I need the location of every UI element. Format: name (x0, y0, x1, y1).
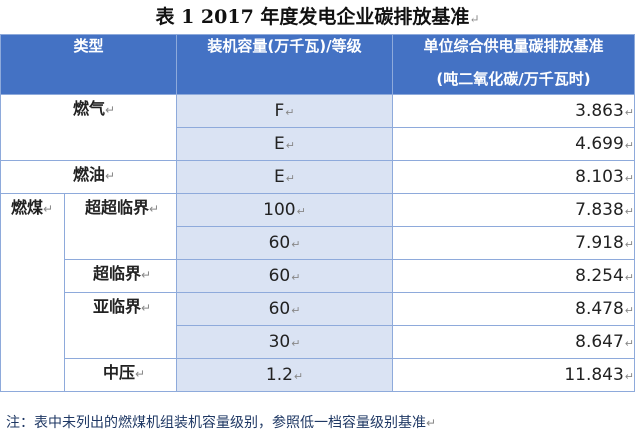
benchmark-value: 11.843 (564, 365, 624, 385)
category-subcritical: 亚临界↵ (63, 292, 178, 359)
capacity-value: 60 (268, 299, 291, 319)
header-type-label: 类型 (73, 37, 104, 55)
category-medium-pressure: 中压↵ (63, 358, 178, 392)
table-header-row: 类型 装机容量(万千瓦)/等级 单位综合供电量碳排放基准 (吨二氧化碳/万千瓦时… (0, 34, 635, 95)
capacity-cell: E↵ (176, 127, 394, 161)
paragraph-mark-icon: ↵ (293, 370, 304, 383)
benchmark-cell: 8.647↵ (392, 325, 635, 359)
table-title-text: 表 1 2017 年度发电企业碳排放基准 (155, 6, 470, 28)
paragraph-mark-icon: ↵ (285, 172, 295, 185)
capacity-value: 100 (263, 200, 296, 220)
capacity-value: 1.2 (265, 365, 293, 385)
capacity-cell: 100↵ (176, 193, 394, 227)
benchmark-cell: 8.254↵ (392, 259, 635, 293)
category-subcritical-label: 亚临界 (93, 297, 142, 316)
category-oil: 燃油↵ (0, 160, 178, 194)
table-row: 30↵ 8.647↵ (1, 325, 635, 359)
header-benchmark: 单位综合供电量碳排放基准 (吨二氧化碳/万千瓦时) (392, 34, 635, 95)
benchmark-cell: 7.918↵ (392, 226, 635, 260)
benchmark-value: 8.103 (575, 167, 624, 187)
table-row: 燃油↵ E↵ 8.103↵ (0, 160, 635, 194)
table-row: 中压↵ 1.2↵ 11.843↵ (1, 358, 635, 392)
table-row: 燃气↵ F↵ 3.863↵ (0, 94, 635, 161)
table-row: E↵ 4.699↵ (1, 127, 635, 161)
category-gas: 燃气↵ (0, 94, 178, 161)
benchmark-value: 3.863 (575, 101, 624, 121)
benchmark-cell: 4.699↵ (392, 127, 635, 161)
category-coal-label: 燃煤 (11, 198, 44, 217)
benchmark-cell: 8.103↵ (392, 160, 635, 194)
paragraph-mark-icon: ↵ (624, 271, 635, 284)
capacity-value: E (274, 167, 285, 187)
paragraph-mark-icon: ↵ (624, 337, 635, 350)
header-capacity-label: 装机容量(万千瓦)/等级 (207, 37, 362, 55)
paragraph-mark-icon: ↵ (135, 367, 146, 381)
capacity-cell: 60↵ (176, 226, 394, 260)
header-benchmark-label: 单位综合供电量碳排放基准 (423, 37, 604, 55)
benchmark-cell: 3.863↵ (392, 94, 635, 128)
header-benchmark-unit: (吨二氧化碳/万千瓦时) (436, 70, 591, 88)
paragraph-mark-icon: ↵ (285, 139, 295, 152)
capacity-value: E (274, 134, 285, 154)
benchmark-value: 7.918 (575, 233, 624, 253)
paragraph-mark-icon: ↵ (624, 238, 635, 251)
paragraph-mark-icon: ↵ (624, 106, 635, 119)
paragraph-mark-icon: ↵ (291, 238, 301, 251)
paragraph-mark-icon: ↵ (624, 370, 635, 383)
benchmark-cell: 8.478↵ (392, 292, 635, 326)
paragraph-mark-icon: ↵ (624, 205, 635, 218)
capacity-value: 30 (268, 332, 291, 352)
capacity-cell: 60↵ (176, 292, 394, 326)
category-ultra-supercritical-label: 超超临界 (85, 198, 150, 217)
paragraph-mark-icon: ↵ (291, 337, 301, 350)
benchmark-value: 8.647 (575, 332, 624, 352)
category-gas-label: 燃气 (73, 99, 106, 118)
paragraph-mark-icon: ↵ (43, 202, 54, 216)
benchmark-value: 7.838 (575, 200, 624, 220)
footnote-text: 注：表中未列出的燃煤机组装机容量级别，参照低一档容量级别基准 (6, 415, 426, 431)
benchmark-cell: 7.838↵ (392, 193, 635, 227)
paragraph-mark-icon: ↵ (469, 12, 480, 26)
category-ultra-supercritical: 超超临界↵ (63, 193, 178, 260)
paragraph-mark-icon: ↵ (624, 139, 635, 152)
paragraph-mark-icon: ↵ (291, 304, 301, 317)
category-supercritical-label: 超临界 (93, 264, 142, 283)
paragraph-mark-icon: ↵ (624, 172, 635, 185)
capacity-value: F (274, 101, 285, 121)
capacity-cell: F↵ (176, 94, 394, 128)
benchmark-value: 8.254 (575, 266, 624, 286)
paragraph-mark-icon: ↵ (296, 205, 306, 218)
capacity-value: 60 (268, 266, 291, 286)
paragraph-mark-icon: ↵ (285, 106, 295, 119)
header-type: 类型 (0, 34, 178, 95)
paragraph-mark-icon: ↵ (624, 304, 635, 317)
category-medium-pressure-label: 中压 (103, 363, 136, 382)
header-capacity: 装机容量(万千瓦)/等级 (176, 34, 394, 95)
carbon-benchmark-table: 类型 装机容量(万千瓦)/等级 单位综合供电量碳排放基准 (吨二氧化碳/万千瓦时… (0, 34, 635, 392)
paragraph-mark-icon: ↵ (291, 271, 301, 284)
table-row: 亚临界↵ 60↵ 8.478↵ (1, 292, 635, 359)
paragraph-mark-icon: ↵ (141, 301, 152, 315)
capacity-cell: 30↵ (176, 325, 394, 359)
table-row: 超临界↵ 60↵ 8.254↵ (1, 259, 635, 293)
capacity-value: 60 (268, 233, 291, 253)
benchmark-value: 8.478 (575, 299, 624, 319)
paragraph-mark-icon: ↵ (105, 103, 116, 117)
footnote: 注：表中未列出的燃煤机组装机容量级别，参照低一档容量级别基准↵ (6, 412, 436, 432)
paragraph-mark-icon: ↵ (141, 268, 152, 282)
category-supercritical: 超临界↵ (63, 259, 178, 293)
category-coal: 燃煤↵ (0, 193, 65, 392)
paragraph-mark-icon: ↵ (426, 416, 437, 430)
capacity-cell: E↵ (176, 160, 394, 194)
capacity-cell: 60↵ (176, 259, 394, 293)
category-oil-label: 燃油 (73, 165, 106, 184)
table-title: 表 1 2017 年度发电企业碳排放基准↵ (0, 0, 635, 34)
table-row: 燃煤↵ 超超临界↵ 100↵ 7.838↵ (0, 193, 635, 392)
paragraph-mark-icon: ↵ (149, 202, 160, 216)
benchmark-value: 4.699 (575, 134, 624, 154)
capacity-cell: 1.2↵ (176, 358, 394, 392)
benchmark-cell: 11.843↵ (392, 358, 635, 392)
paragraph-mark-icon: ↵ (105, 169, 116, 183)
